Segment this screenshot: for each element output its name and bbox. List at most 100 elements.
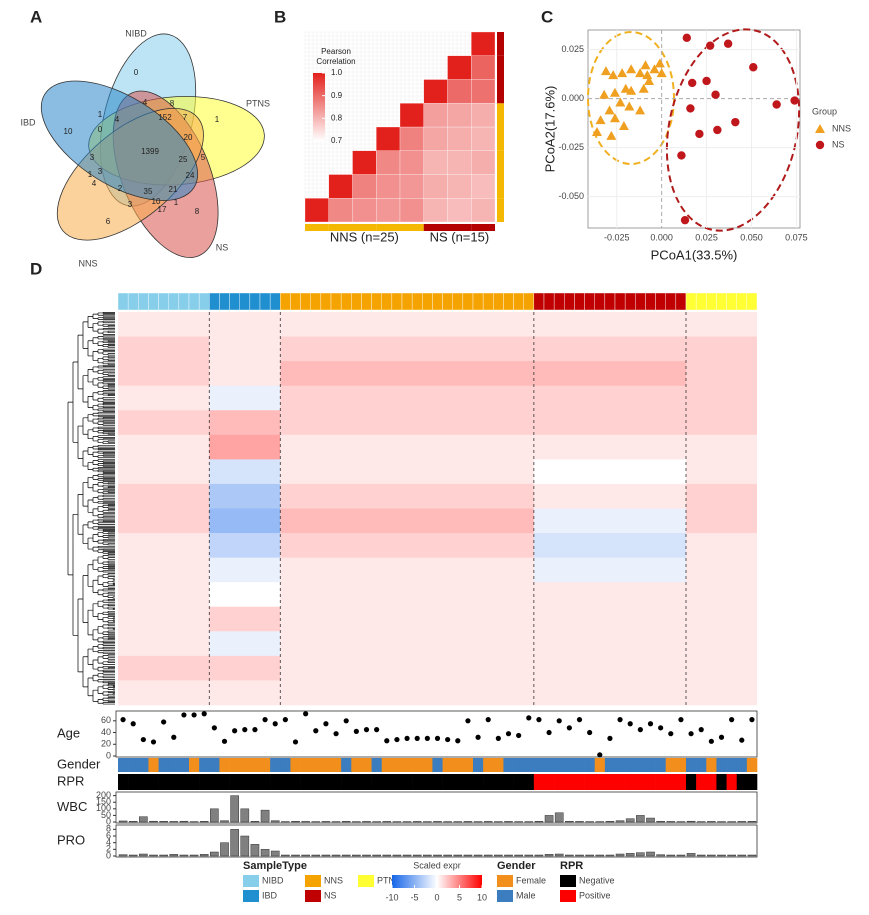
bar <box>139 816 148 823</box>
heatmap-cell <box>209 557 281 583</box>
sample-type-cell <box>675 292 687 311</box>
heatmap-cell <box>280 459 534 485</box>
rpr-cell <box>249 774 261 790</box>
group-label: NNS (n=25) <box>330 229 399 244</box>
age-dot <box>749 717 755 723</box>
age-dot <box>485 717 491 723</box>
bar <box>686 853 696 857</box>
bar <box>554 853 564 857</box>
rpr-cell <box>178 774 190 790</box>
x-tick-label: 0.050 <box>740 232 763 242</box>
colorbar-tick-label: 10 <box>477 892 487 902</box>
bar <box>392 854 402 857</box>
venn-count: 4 <box>115 115 120 124</box>
rpr-cell <box>412 774 423 790</box>
bar <box>149 820 158 823</box>
sample-type-cell <box>401 292 413 311</box>
bar <box>737 854 747 857</box>
rpr-cell <box>128 774 139 790</box>
heatmap-cell <box>209 680 281 706</box>
gender-cell <box>158 758 170 772</box>
age-dot <box>394 736 400 743</box>
sample-type-cell <box>472 292 484 311</box>
bar <box>412 854 422 857</box>
gender-cell <box>148 758 159 772</box>
rpr-cell <box>199 774 210 790</box>
bar <box>260 809 270 823</box>
venn-count: 17 <box>158 205 167 214</box>
age-dot <box>475 734 481 740</box>
gender-cell <box>716 758 727 772</box>
track-label: RPR <box>57 773 84 788</box>
colorbar-tick-label: -10 <box>385 892 398 902</box>
venn-count: 10 <box>64 127 73 136</box>
age-dot <box>181 712 187 718</box>
bar <box>585 854 594 857</box>
point <box>618 121 629 131</box>
sample-type-cell <box>138 292 149 311</box>
heatmap-cell <box>209 582 281 608</box>
gender-cell <box>493 758 504 772</box>
bar <box>737 821 747 823</box>
gender-cell <box>260 758 271 772</box>
point <box>606 130 617 140</box>
legend-label: NS <box>324 890 337 900</box>
point <box>654 58 665 68</box>
y-tick-label: 0 <box>106 750 111 760</box>
point <box>599 89 610 99</box>
cell <box>376 126 401 151</box>
legend-swatch <box>305 890 321 902</box>
age-dot <box>505 731 512 737</box>
colorbar-tick-label: 0.9 <box>331 91 343 100</box>
bar <box>362 821 371 823</box>
legend-title: Gender <box>497 860 536 872</box>
gender-cell <box>209 758 220 772</box>
bar <box>646 851 655 857</box>
heatmap-cell <box>686 631 757 657</box>
cell <box>447 79 472 104</box>
age-dot <box>150 739 157 745</box>
cell <box>328 174 353 199</box>
point <box>649 64 660 74</box>
group-bar <box>497 127 504 151</box>
point <box>617 68 628 78</box>
cell <box>423 198 448 223</box>
sample-type-cell <box>685 292 697 311</box>
point <box>626 64 637 74</box>
age-dot <box>688 731 694 737</box>
gender-cell <box>168 758 180 772</box>
rpr-cell <box>189 774 200 790</box>
bar <box>707 821 716 823</box>
age-dot <box>698 727 704 733</box>
bar <box>250 821 260 823</box>
cell <box>399 103 424 128</box>
age-dot <box>252 727 258 733</box>
rpr-cell <box>523 774 535 790</box>
rpr-cell <box>239 774 251 790</box>
age-dot <box>729 717 735 723</box>
gender-cell <box>625 758 636 772</box>
cell <box>304 198 329 223</box>
y-tick-label: 200 <box>96 790 111 800</box>
bar <box>575 821 584 823</box>
age-dot <box>637 727 643 733</box>
venn-count: 2 <box>118 184 123 193</box>
track-frame <box>115 710 758 758</box>
legend-swatch <box>497 875 513 887</box>
heatmap-cell <box>118 582 210 608</box>
rpr-cell <box>686 774 697 790</box>
legend-swatch <box>243 875 259 887</box>
legend-marker <box>815 140 825 150</box>
legend-swatch <box>243 890 259 902</box>
rpr-cell <box>625 774 636 790</box>
heatmap-cell <box>533 385 686 411</box>
bar <box>443 854 452 857</box>
gender-cell <box>361 758 372 772</box>
gender-cell <box>615 758 626 772</box>
age-dot <box>587 729 593 736</box>
rpr-cell <box>726 774 738 790</box>
point <box>702 76 711 86</box>
venn-count: 25 <box>179 155 188 164</box>
heatmap-cell <box>533 508 686 534</box>
panel-label: A <box>30 7 42 26</box>
